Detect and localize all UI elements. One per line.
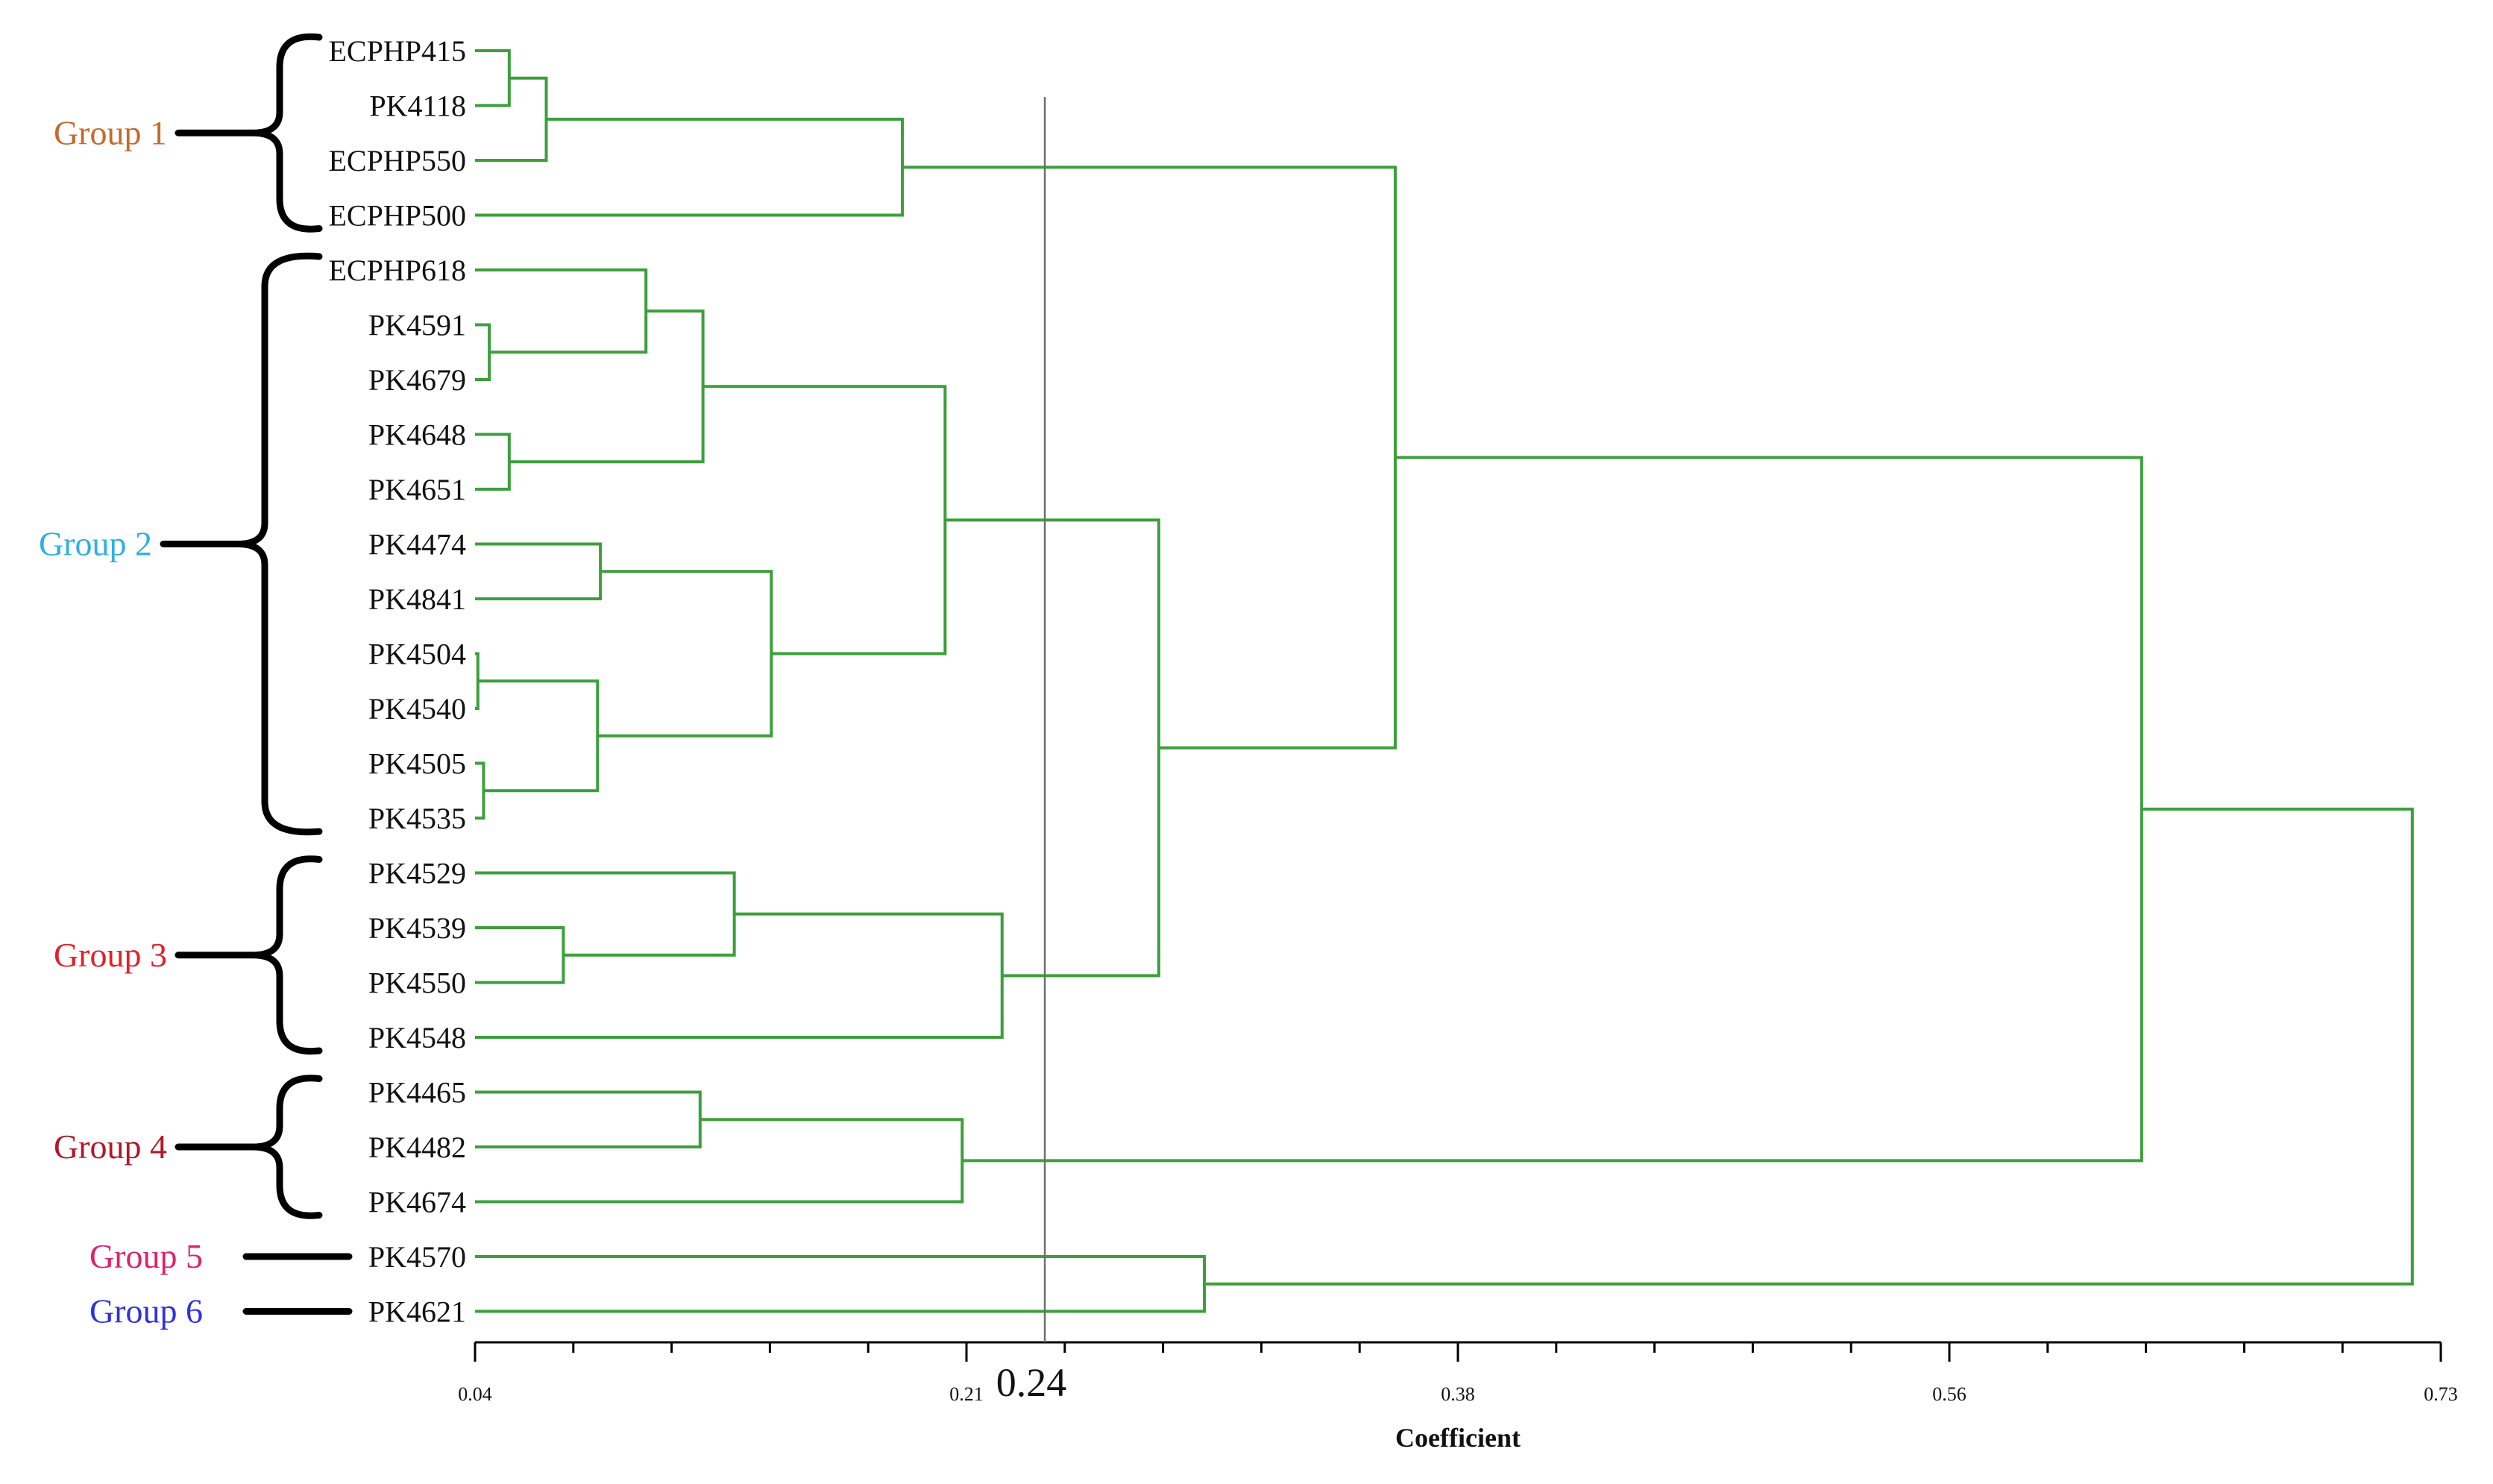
dendrogram-branch-m4 <box>475 323 491 381</box>
leaf-label: PK4482 <box>368 1131 466 1164</box>
x-axis-ticks: 0.04 0.21 0.38 0.56 0.73 <box>458 1342 2458 1405</box>
group-brace <box>249 1075 323 1219</box>
leaf-label: PK4505 <box>368 747 466 781</box>
dendrogram-branch-m9 <box>475 652 480 710</box>
dendrogram-branch-m21 <box>962 456 2143 1163</box>
dendrogram-branch-m23 <box>1204 807 2414 1286</box>
dendrogram-branch-m1 <box>475 49 511 107</box>
dendrogram-branch-m5 <box>475 268 648 354</box>
x-axis-tick-label: 0.21 <box>949 1383 984 1405</box>
dendrogram-branch-m12 <box>597 570 773 738</box>
leaf-label: ECPHP415 <box>329 34 467 68</box>
dendrogram-branches <box>475 49 2414 1313</box>
x-axis-tick-label: 0.38 <box>1441 1383 1475 1405</box>
leaf-label: PK4679 <box>368 363 466 397</box>
leaf-label: PK4540 <box>368 692 466 726</box>
dendrogram-branch-m7 <box>509 309 705 464</box>
group-label: Group 3 <box>54 936 167 974</box>
leaf-label: PK4591 <box>368 309 466 342</box>
leaf-label: PK4465 <box>368 1076 466 1110</box>
dendrogram-branch-m18 <box>902 166 1397 749</box>
leaf-label: PK4548 <box>368 1021 466 1054</box>
x-axis-tick-label: 0.56 <box>1932 1383 1967 1405</box>
dendrogram-branch-m14 <box>475 926 565 984</box>
group-label: Group 6 <box>89 1292 203 1330</box>
dendrogram-branch-m13 <box>702 385 947 655</box>
dendrogram-branch-m8 <box>475 542 603 600</box>
group-label: Group 1 <box>54 113 167 151</box>
leaf-label: ECPHP550 <box>329 144 467 177</box>
group-brace <box>249 33 323 233</box>
x-axis-tick-label: 0.04 <box>458 1383 492 1405</box>
leaf-label: PK4118 <box>369 89 466 123</box>
group-label: Group 2 <box>39 525 152 563</box>
x-axis-tick-label: 0.73 <box>2424 1383 2458 1405</box>
dendrogram-branch-m22 <box>475 1255 1206 1313</box>
dendrogram-branch-m2 <box>475 76 548 162</box>
dendrogram-branch-m3 <box>475 117 905 217</box>
leaf-label: PK4529 <box>368 857 466 890</box>
dendrogram-branch-m10 <box>475 761 485 820</box>
leaf-label: PK4674 <box>368 1186 466 1219</box>
leaf-label: ECPHP500 <box>329 199 467 233</box>
leaf-label: PK4504 <box>368 638 466 671</box>
dendrogram-branch-m6 <box>475 433 511 491</box>
x-axis: 0.04 0.21 0.38 0.56 0.73 Coefficient <box>458 1341 2458 1453</box>
cut-threshold-label: 0.24 <box>996 1360 1067 1405</box>
x-axis-title: Coefficient <box>1395 1423 1521 1453</box>
group-brace <box>249 855 323 1055</box>
dendrogram-branch-m17 <box>945 518 1160 978</box>
dendrogram-branch-m15 <box>475 871 736 957</box>
cut-threshold: 0.24 <box>996 97 1067 1405</box>
group-annotations: Group 1 Group 2 Group 3 Group 4 Group 5 Group… <box>39 33 353 1330</box>
leaf-label: PK4474 <box>368 528 466 562</box>
dendrogram-branch-m11 <box>477 679 600 793</box>
leaf-label: ECPHP618 <box>329 254 467 287</box>
dendrogram-branch-m16 <box>475 912 1004 1039</box>
leaf-label: PK4535 <box>368 802 466 835</box>
leaf-label: PK4621 <box>368 1295 466 1329</box>
leaf-label: PK4651 <box>368 473 466 506</box>
dendrogram-branch-m19 <box>475 1090 702 1148</box>
leaf-labels: ECPHP415 PK4118 ECPHP550 ECPHP500 ECPHP618 PK… <box>329 34 467 1329</box>
leaf-label: PK4648 <box>368 418 466 452</box>
leaf-label: PK4550 <box>368 966 466 1000</box>
leaf-label: PK4570 <box>368 1240 466 1274</box>
dendrogram-branch-m20 <box>475 1118 964 1204</box>
leaf-label: PK4539 <box>368 911 466 945</box>
group-label: Group 5 <box>89 1237 203 1275</box>
group-brace <box>234 252 323 836</box>
group-label: Group 4 <box>54 1128 167 1166</box>
leaf-label: PK4841 <box>368 582 466 616</box>
